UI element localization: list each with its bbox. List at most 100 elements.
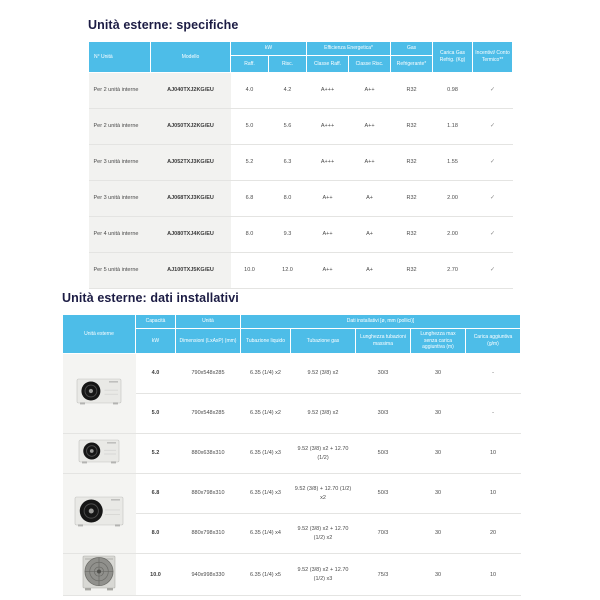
header-tubazione-liquido: Tubazione liquido: [240, 328, 291, 354]
cell-modello: AJ040TXJ2KG/EU: [150, 72, 231, 109]
cell-tubazione-gas: 9.52 (3/8) x2 + 12.70 (1/2) x3: [290, 553, 356, 597]
header-tubazione-gas: Tubazione gas: [290, 328, 356, 354]
cell-carica-gas: 2.00: [432, 180, 473, 217]
install-table-body: 4.0 790x548x285 6.35 (1/4) x2 9.52 (3/8) x2…: [62, 353, 521, 597]
header-group-unita: Unità: [175, 314, 241, 329]
cell-carica-gas: 1.55: [432, 144, 473, 181]
cell-tubazione-liquido: 6.35 (1/4) x3: [240, 433, 291, 474]
cell-lunghezza-max-senza-carica: 30: [410, 473, 466, 514]
outdoor-unit-photo: [76, 378, 122, 405]
header-n-unita: N° Unità: [88, 41, 151, 73]
cell-carica-gas: 2.00: [432, 216, 473, 253]
cell-lunghezza-tubazioni: 30/3: [355, 353, 411, 394]
cell-n-unita: Per 2 unità interne: [88, 108, 151, 145]
install-table-header: Unità esterne Capacità Unità Dati instal…: [62, 314, 522, 354]
cell-dimensioni: 880x798x310: [175, 513, 241, 554]
cell-capacita-kw: 10.0: [135, 553, 176, 597]
install-table-row: 6.8 880x798x310 6.35 (1/4) x3 9.52 (3/8) + …: [62, 473, 521, 554]
cell-tubazione-liquido: 6.35 (1/4) x2: [240, 353, 291, 394]
header-carica-gas: Carica Gas Refrig. (Kg): [432, 41, 474, 73]
spec-table-row: Per 5 unità interne AJ100TXJ5KG/EU 10.0 12.…: [88, 252, 513, 289]
cell-carica-aggiuntiva: 10: [465, 433, 521, 474]
cell-carica-aggiuntiva: -: [465, 393, 521, 434]
cell-tubazione-gas: 9.52 (3/8) x2: [290, 393, 356, 434]
cell-incentivi: ✓: [472, 144, 513, 181]
cell-classe-raff: A+++: [306, 72, 349, 109]
cell-classe-risc: A++: [348, 72, 391, 109]
cell-incentivi: ✓: [472, 72, 513, 109]
cell-modello: AJ052TXJ3KG/EU: [150, 144, 231, 181]
cell-carica-aggiuntiva: -: [465, 353, 521, 394]
section-title-specifiche: Unità esterne: specifiche: [88, 18, 239, 32]
header-risc: Risc.: [267, 55, 308, 73]
cell-dimensioni: 790x548x285: [175, 393, 241, 434]
cell-gas: R32: [390, 72, 433, 109]
cell-carica-gas: 2.70: [432, 252, 473, 289]
cell-n-unita: Per 4 unità interne: [88, 216, 151, 253]
outdoor-unit-photo-cell: [62, 473, 136, 554]
header-group-kw: kW: [229, 41, 308, 56]
header-dimensioni: Dimensioni (LxAxP) (mm): [175, 328, 241, 354]
header-refrigerante: Refrigerante*: [390, 55, 434, 73]
install-table-row: 5.0 790x548x285 6.35 (1/4) x2 9.52 (3/8) x2…: [63, 393, 521, 434]
cell-carica-aggiuntiva: 10: [465, 473, 521, 514]
spec-table-row: Per 2 unità interne AJ050TXJ2KG/EU 5.0 5.6 A…: [88, 108, 513, 145]
cell-gas: R32: [390, 216, 433, 253]
cell-carica-gas: 0.98: [432, 72, 473, 109]
header-group-capacita: Capacità: [135, 314, 176, 329]
install-table-row: 10.0 940x998x330 6.35 (1/4) x5 9.52 (3/8) x…: [62, 553, 521, 597]
cell-dimensioni: 940x998x330: [175, 553, 241, 597]
cell-tubazione-liquido: 6.35 (1/4) x3: [240, 473, 291, 514]
cell-tubazione-gas: 9.52 (3/8) x2 + 12.70 (1/2) x2: [290, 513, 356, 554]
cell-risc: 12.0: [268, 252, 307, 289]
cell-capacita-kw: 5.0: [135, 393, 176, 434]
cell-risc: 5.6: [268, 108, 307, 145]
cell-capacita-kw: 6.8: [135, 473, 176, 514]
cell-n-unita: Per 3 unità interne: [88, 144, 151, 181]
cell-classe-risc: A+: [348, 252, 391, 289]
cell-raff: 5.0: [230, 108, 269, 145]
cell-incentivi: ✓: [472, 108, 513, 145]
spec-table-row: Per 3 unità interne AJ068TXJ3KG/EU 6.8 8.0 A…: [88, 180, 513, 217]
header-group-gas: Gas: [390, 41, 434, 56]
outdoor-unit-photo: [78, 439, 120, 464]
section-dati-installativi: Unità esterne: dati installativi Unità e…: [62, 291, 522, 597]
cell-modello: AJ100TXJ5KG/EU: [150, 252, 231, 289]
cell-tubazione-liquido: 6.35 (1/4) x5: [240, 553, 291, 597]
cell-n-unita: Per 3 unità interne: [88, 180, 151, 217]
cell-lunghezza-tubazioni: 50/3: [355, 473, 411, 514]
outdoor-unit-photo-cell: [62, 353, 136, 434]
header-group-dati-installativi: Dati installativi [ø, mm (pollici)]: [239, 314, 522, 329]
cell-classe-risc: A++: [348, 108, 391, 145]
cell-classe-raff: A++: [306, 252, 349, 289]
cell-carica-gas: 1.18: [432, 108, 473, 145]
cell-lunghezza-max-senza-carica: 30: [410, 393, 466, 434]
header-incentivi: Incentivi/ Conto Termico**: [472, 41, 514, 73]
spec-table-header: N° Unità Modello kW Efficienza Energetic…: [88, 41, 514, 73]
cell-incentivi: ✓: [472, 180, 513, 217]
header-classe-risc: Classe Risc.: [348, 55, 392, 73]
cell-tubazione-gas: 9.52 (3/8) + 12.70 (1/2) x2: [290, 473, 356, 514]
cell-classe-raff: A+++: [306, 144, 349, 181]
section-specifiche: Unità esterne: specifiche N° Unità Model…: [88, 18, 514, 289]
cell-carica-aggiuntiva: 20: [465, 513, 521, 554]
cell-capacita-kw: 5.2: [135, 433, 176, 474]
cell-dimensioni: 880x798x310: [175, 473, 241, 514]
cell-lunghezza-max-senza-carica: 30: [410, 353, 466, 394]
cell-lunghezza-tubazioni: 50/3: [355, 433, 411, 474]
cell-capacita-kw: 8.0: [135, 513, 176, 554]
outdoor-unit-photo-cell: [62, 553, 136, 597]
cell-lunghezza-max-senza-carica: 30: [410, 513, 466, 554]
cell-dimensioni: 880x638x310: [175, 433, 241, 474]
cell-gas: R32: [390, 108, 433, 145]
install-table-row: 5.2 880x638x310 6.35 (1/4) x3 9.52 (3/8) x2…: [62, 433, 521, 474]
spec-table-row: Per 3 unità interne AJ052TXJ3KG/EU 5.2 6.3 A…: [88, 144, 513, 181]
cell-classe-risc: A+: [348, 216, 391, 253]
spec-table-row: Per 2 unità interne AJ040TXJ2KG/EU 4.0 4.2 A…: [88, 72, 513, 109]
spec-table-row: Per 4 unità interne AJ080TXJ4KG/EU 8.0 9.3 A…: [88, 216, 513, 253]
section-title-dati-installativi: Unità esterne: dati installativi: [62, 291, 239, 305]
cell-incentivi: ✓: [472, 252, 513, 289]
cell-gas: R32: [390, 144, 433, 181]
cell-classe-raff: A++: [306, 216, 349, 253]
header-group-efficienza: Efficienza Energetica*: [306, 41, 392, 56]
